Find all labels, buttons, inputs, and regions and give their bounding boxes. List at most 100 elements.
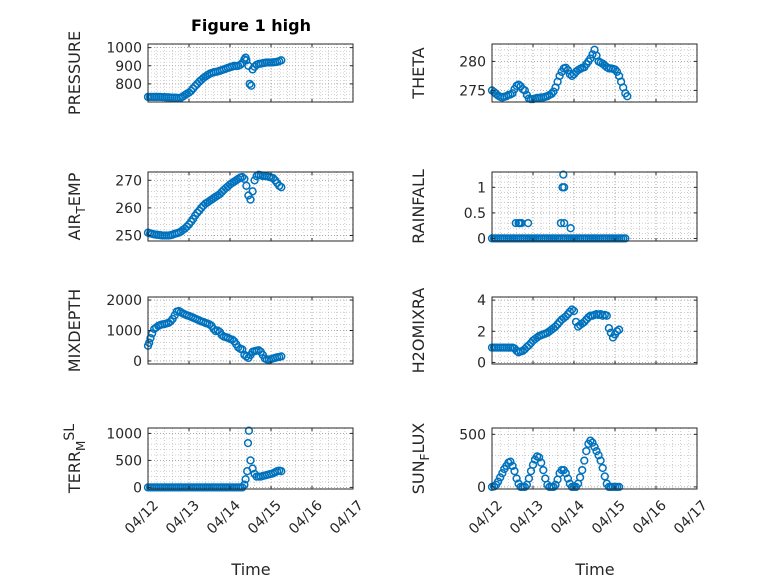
data-point <box>182 222 192 231</box>
y-tick-label: 0 <box>477 355 486 371</box>
data-point <box>523 218 533 228</box>
data-point <box>510 466 519 476</box>
data-point <box>250 176 259 185</box>
data-point <box>567 305 577 314</box>
data-point <box>146 333 155 343</box>
subplot-h2omixra: 0 2 4 H2OMIXRA <box>409 288 698 374</box>
y-axis-label: PRESSURE <box>65 31 84 115</box>
data-point <box>596 456 605 465</box>
subplot-pressure: 800 900 1000 PRESSURE <box>65 31 354 115</box>
data-point <box>566 224 575 233</box>
plot-area <box>492 428 697 489</box>
data-point <box>588 438 597 447</box>
axes-box <box>491 296 698 365</box>
data-point <box>508 89 517 98</box>
data-point <box>245 79 254 89</box>
data-point <box>520 482 529 492</box>
subplot-mixdepth: 0 1000 2000 MIXDEPTH <box>65 289 354 372</box>
data-point <box>578 465 587 475</box>
subplot-rainfall: 0 0.5 1 RAINFALL <box>409 169 698 247</box>
data-point <box>590 442 599 452</box>
y-tick-label: 2000 <box>106 293 142 309</box>
data-point <box>512 474 521 483</box>
data-point <box>511 218 520 228</box>
axes-box <box>491 427 698 490</box>
data-point <box>242 181 251 190</box>
data-point <box>268 173 278 183</box>
data-point <box>180 224 190 233</box>
data-point <box>508 461 517 471</box>
y-tick-label: 1000 <box>106 324 142 340</box>
data-point <box>586 436 595 445</box>
data-point <box>549 87 558 96</box>
y-axis-label: H2OMIXRA <box>409 288 428 374</box>
data-point <box>524 341 534 350</box>
plot-area <box>148 428 353 489</box>
data-point <box>563 65 573 75</box>
figure-title: Figure 1 high <box>191 16 311 35</box>
data-point <box>244 426 254 435</box>
y-tick-label: 900 <box>115 59 142 75</box>
data-point <box>575 473 585 482</box>
y-tick-label: 0.5 <box>464 206 486 222</box>
data-point <box>193 208 202 217</box>
x-axis-label-right: Time <box>574 560 614 579</box>
data-point <box>532 333 542 342</box>
data-point <box>496 473 505 482</box>
data-point <box>547 89 556 99</box>
data-point <box>580 456 589 465</box>
plot-area <box>492 172 697 241</box>
y-tick-label: 0 <box>477 480 486 496</box>
y-tick-label: 500 <box>115 453 142 469</box>
y-axis-label: TERRMSL <box>62 424 88 494</box>
y-tick-label: 4 <box>477 293 486 309</box>
axes-box <box>147 171 354 242</box>
data-point <box>524 474 534 483</box>
y-axis-label: SUNFLUX <box>409 423 432 495</box>
data-point <box>561 312 570 321</box>
data-point <box>243 438 253 448</box>
data-point <box>248 187 257 196</box>
y-axis-label: RAINFALL <box>409 169 428 244</box>
data-point <box>244 191 253 200</box>
data-point <box>489 482 499 491</box>
data-point <box>556 218 566 228</box>
data-point <box>600 472 609 481</box>
data-point <box>594 451 603 460</box>
y-tick-label: 260 <box>115 201 142 217</box>
data-point <box>580 317 589 327</box>
data-point <box>555 71 564 81</box>
axes-box <box>147 427 354 490</box>
y-axis-label: AIRTEMP <box>65 172 88 240</box>
data-point <box>493 477 503 486</box>
data-point <box>598 463 607 473</box>
data-point <box>277 56 286 65</box>
y-axis-label: THETA <box>409 47 428 99</box>
y-axis-label: MIXDEPTH <box>65 289 84 372</box>
data-point <box>621 234 630 243</box>
data-point <box>563 474 573 483</box>
data-point <box>569 306 579 316</box>
y-tick-label: 270 <box>115 173 142 189</box>
data-point <box>236 60 245 69</box>
axes-box <box>491 171 698 242</box>
y-tick-label: 500 <box>459 427 486 443</box>
data-point <box>277 467 286 476</box>
data-point <box>506 457 515 466</box>
data-point <box>612 327 622 336</box>
data-point <box>560 183 569 192</box>
data-point <box>614 482 624 492</box>
data-point <box>612 67 622 76</box>
y-tick-label: 250 <box>115 228 142 244</box>
y-tick-label: 0 <box>133 480 142 496</box>
data-point <box>614 325 624 334</box>
data-point <box>623 92 632 101</box>
data-point <box>602 311 611 320</box>
data-point <box>588 50 597 59</box>
data-point <box>241 475 250 484</box>
y-tick-label: 1000 <box>106 426 142 442</box>
data-point <box>242 352 251 361</box>
y-tick-label: 0 <box>477 231 486 247</box>
data-point <box>184 88 194 97</box>
